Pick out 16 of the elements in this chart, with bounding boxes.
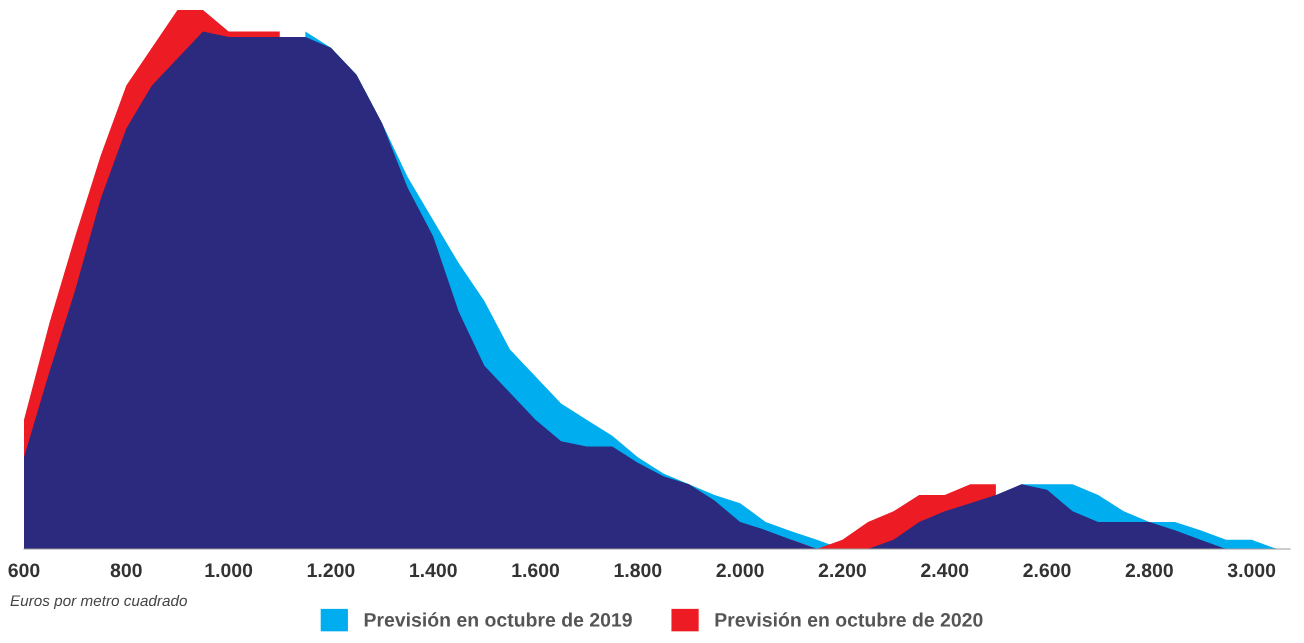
x-tick-label: 2.200	[818, 563, 866, 578]
x-tick-label: 1.200	[307, 563, 355, 578]
x-tick-label: 1.800	[614, 563, 662, 578]
x-tick-label: 1.000	[205, 563, 253, 578]
x-tick-label: 2.800	[1125, 563, 1173, 578]
text: Euros por metro cuadrado	[10, 594, 187, 610]
x-tick-label: 2.600	[1023, 563, 1071, 578]
legend-label: Previsión en octubre de 2019	[364, 612, 632, 627]
legend-label: Previsión en octubre de 2020	[715, 612, 983, 627]
x-tick-label: 800	[110, 563, 142, 578]
x-tick-label: 1.400	[410, 563, 457, 578]
x-tick-label: 2.400	[921, 563, 969, 578]
x-tick-label: 1.600	[512, 563, 560, 578]
x-tick-label: 3.000	[1227, 563, 1276, 578]
x-tick-label: 600	[8, 563, 40, 578]
x-tick-label: 2.000	[716, 563, 764, 578]
